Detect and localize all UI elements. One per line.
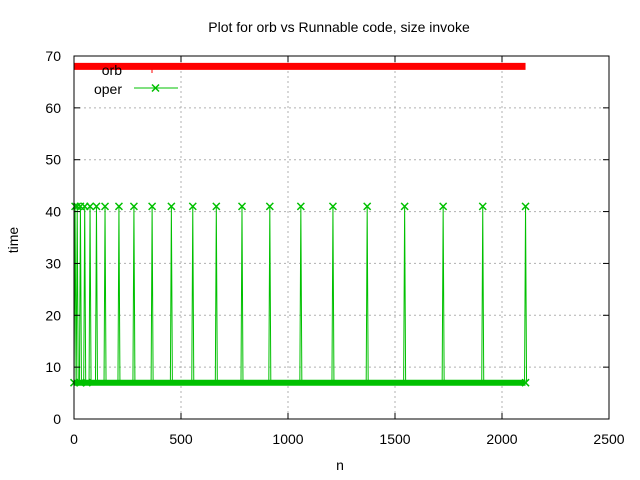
plot-area bbox=[69, 62, 530, 387]
oper-point bbox=[129, 202, 138, 211]
x-tick-label: 2500 bbox=[593, 431, 624, 447]
oper-point bbox=[188, 202, 197, 211]
oper-point bbox=[82, 378, 91, 387]
y-tick-label: 20 bbox=[45, 307, 61, 323]
y-tick-label: 40 bbox=[45, 204, 61, 220]
grid bbox=[74, 56, 609, 419]
plot-frame bbox=[73, 55, 610, 420]
oper-point bbox=[439, 202, 448, 211]
x-axis-title: n bbox=[336, 457, 344, 473]
oper-point bbox=[521, 202, 530, 211]
oper-point bbox=[400, 202, 409, 211]
y-axis-title: time bbox=[5, 227, 21, 254]
legend-marker-oper bbox=[151, 83, 160, 93]
y-tick-label: 10 bbox=[45, 359, 61, 375]
oper-point bbox=[363, 202, 372, 211]
legend: orb oper bbox=[94, 62, 178, 97]
x-tick-label: 1000 bbox=[272, 431, 303, 447]
oper-point bbox=[167, 202, 176, 211]
legend-label-orb: orb bbox=[102, 62, 122, 78]
series-oper-line bbox=[73, 206, 528, 384]
oper-point bbox=[100, 202, 110, 211]
oper-point bbox=[478, 202, 487, 211]
y-tick-label: 0 bbox=[53, 411, 61, 427]
x-tick-label: 0 bbox=[70, 431, 78, 447]
chart-title: Plot for orb vs Runnable code, size invo… bbox=[208, 19, 470, 35]
oper-point bbox=[212, 202, 221, 211]
oper-point bbox=[265, 202, 274, 211]
y-tick-label: 30 bbox=[45, 255, 61, 271]
oper-point bbox=[237, 202, 247, 211]
y-tick-label: 60 bbox=[45, 100, 61, 116]
y-tick-label: 70 bbox=[45, 48, 61, 64]
y-tick-label: 50 bbox=[45, 152, 61, 168]
oper-point bbox=[92, 202, 101, 211]
oper-point bbox=[73, 202, 82, 211]
x-tick-label: 2000 bbox=[486, 431, 517, 447]
legend-label-oper: oper bbox=[94, 81, 122, 97]
oper-point bbox=[114, 202, 123, 211]
oper-point bbox=[521, 378, 530, 387]
oper-point bbox=[328, 202, 337, 211]
oper-point bbox=[86, 202, 95, 211]
x-tick-label: 1500 bbox=[379, 431, 410, 447]
oper-point bbox=[148, 202, 157, 211]
x-tick-label: 500 bbox=[169, 431, 193, 447]
series-oper bbox=[69, 202, 530, 387]
axis-ticks: 0 500 1000 1500 2000 2500 0 10 20 30 40 50 60 70 bbox=[45, 48, 624, 447]
oper-point bbox=[76, 378, 85, 387]
oper-point bbox=[296, 202, 305, 211]
